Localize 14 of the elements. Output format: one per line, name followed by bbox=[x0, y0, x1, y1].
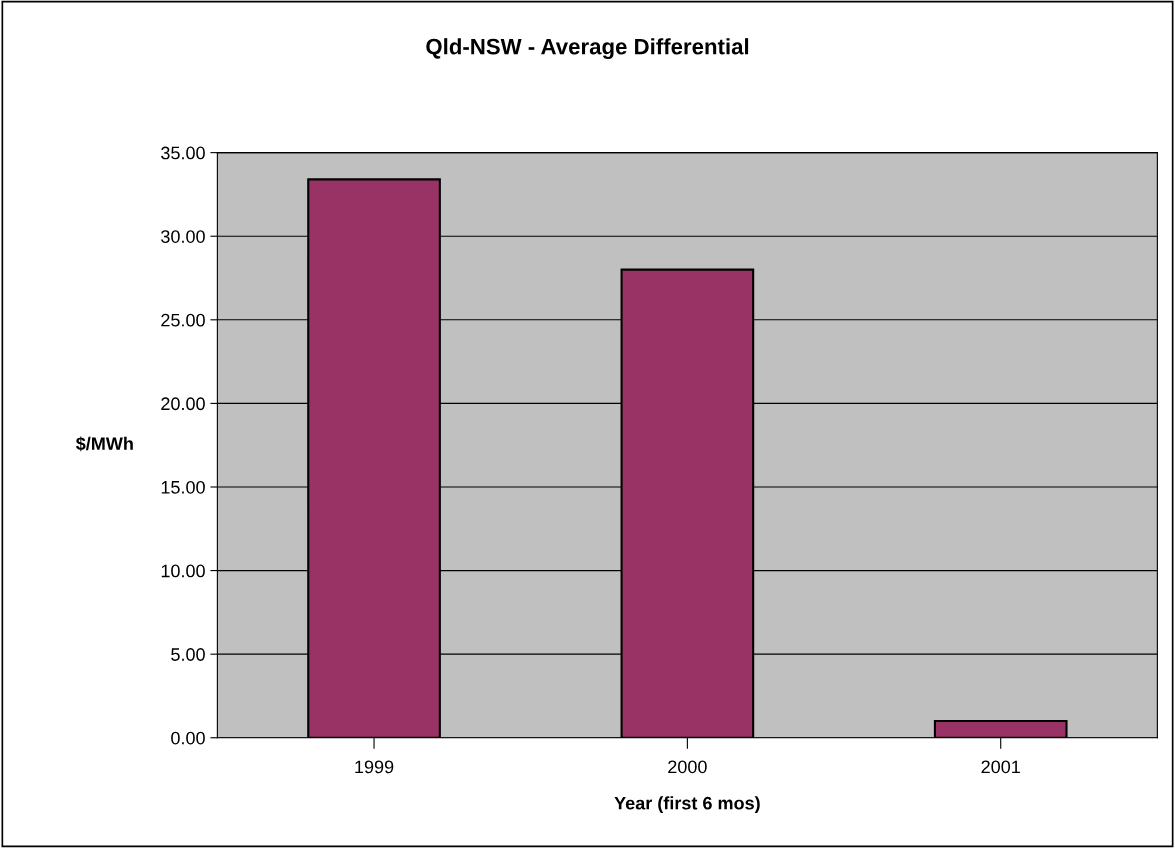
x-tick-label: 2000 bbox=[668, 760, 707, 774]
y-tick-label: 35.00 bbox=[161, 146, 205, 160]
y-tick-label: 10.00 bbox=[161, 564, 205, 578]
y-tick-label: 15.00 bbox=[161, 480, 205, 494]
chart-title: Qld-NSW - Average Differential bbox=[426, 38, 749, 59]
y-tick-label: 25.00 bbox=[161, 313, 205, 327]
y-axis-title: $/MWh bbox=[75, 436, 133, 452]
y-tick-label: 0.00 bbox=[171, 731, 205, 745]
x-tick-label: 1999 bbox=[355, 760, 394, 774]
y-tick-label: 30.00 bbox=[161, 230, 205, 243]
x-tick-label: 2001 bbox=[981, 760, 1020, 774]
y-tick-label: 20.00 bbox=[161, 397, 205, 411]
y-tick-label: 5.00 bbox=[171, 648, 205, 661]
x-axis-title: Year (first 6 mos) bbox=[614, 796, 760, 814]
